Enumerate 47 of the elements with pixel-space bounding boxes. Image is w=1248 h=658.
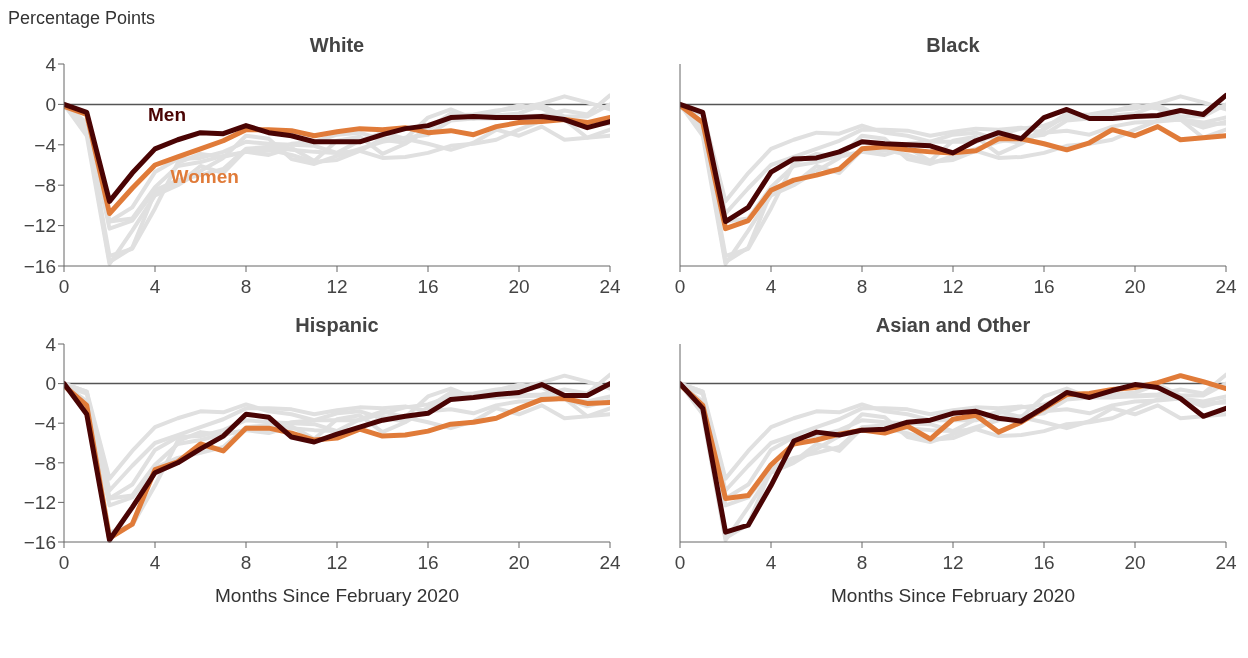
y-tick-label: −16 (23, 255, 56, 277)
x-tick-label: 20 (1124, 552, 1146, 574)
x-tick-label: 8 (240, 276, 252, 298)
y-tick-label: −12 (23, 492, 56, 514)
x-tick-label: 20 (1124, 276, 1146, 298)
x-tick-label: 0 (674, 276, 686, 298)
y-tick-label: 0 (45, 373, 56, 395)
y-tick-label: 4 (45, 53, 57, 75)
x-tick-label: 24 (1215, 276, 1237, 298)
y-tick-label: 4 (45, 333, 57, 355)
x-tick-label: 16 (417, 276, 439, 298)
chart-title: Asian and Other (874, 313, 1032, 338)
y-tick-label: −8 (34, 452, 56, 474)
x-tick-label: 16 (1033, 276, 1055, 298)
series-label: Men (148, 103, 186, 125)
chart-title: White (309, 34, 365, 56)
x-tick-label: 8 (856, 552, 868, 574)
y-tick-label: −4 (34, 412, 57, 434)
x-tick-label: 4 (149, 552, 161, 574)
x-tick-label: 4 (765, 552, 777, 574)
x-tick-label: 8 (856, 276, 868, 298)
chart-title: Black (925, 33, 981, 58)
x-tick-label: 12 (326, 276, 348, 298)
x-tick-label: 20 (508, 276, 530, 298)
y-tick-label: −16 (23, 531, 56, 553)
y-tick-label: −4 (34, 134, 57, 156)
x-tick-label: 12 (942, 552, 964, 574)
y-axis-title: Percentage Points (8, 8, 157, 30)
x-tick-label: 12 (942, 276, 964, 298)
x-tick-label: 8 (240, 552, 252, 574)
x-axis-title: Months Since February 2020 (831, 585, 1075, 606)
x-tick-label: 4 (765, 276, 777, 298)
x-tick-label: 24 (1215, 552, 1237, 574)
x-tick-label: 0 (674, 552, 686, 574)
series-label: Women (170, 165, 239, 187)
x-tick-label: 16 (1033, 552, 1055, 574)
x-tick-label: 20 (508, 552, 530, 574)
y-tick-label: −12 (23, 215, 56, 237)
x-tick-label: 12 (326, 552, 348, 574)
y-tick-label: −8 (34, 174, 56, 196)
x-axis-title: Months Since February 2020 (215, 585, 459, 606)
y-tick-label: 0 (45, 94, 56, 116)
x-tick-label: 4 (149, 276, 161, 298)
x-tick-label: 16 (417, 552, 439, 574)
x-tick-label: 24 (599, 552, 621, 574)
chart-title: Hispanic (295, 314, 379, 336)
x-tick-label: 24 (599, 276, 621, 298)
